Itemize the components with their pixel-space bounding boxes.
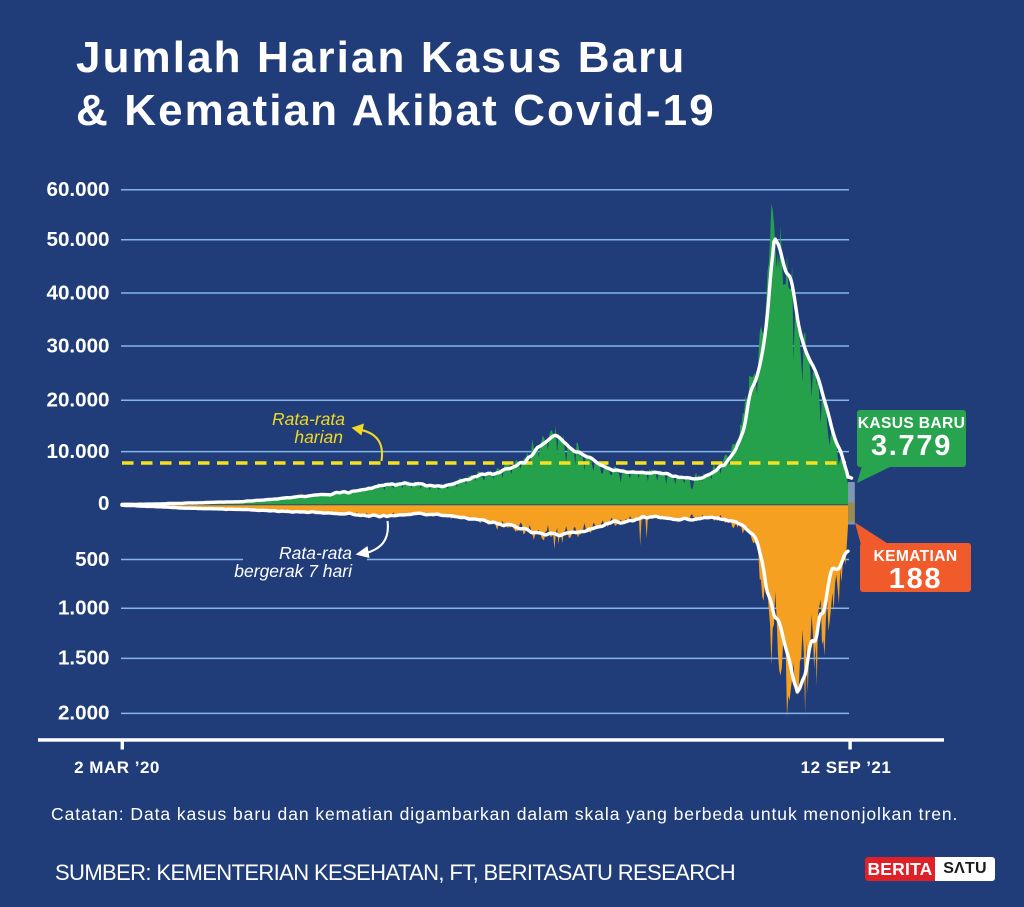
svg-text:500: 500 xyxy=(75,548,109,571)
svg-text:1.000: 1.000 xyxy=(58,597,110,620)
svg-text:2.000: 2.000 xyxy=(58,702,110,725)
svg-text:0: 0 xyxy=(98,492,109,515)
svg-text:Rata-rata: Rata-rata xyxy=(272,409,345,429)
svg-text:bergerak 7 hari: bergerak 7 hari xyxy=(234,561,353,581)
svg-text:Rata-rata: Rata-rata xyxy=(279,543,352,563)
svg-text:2 MAR ’20: 2 MAR ’20 xyxy=(74,758,160,777)
svg-text:harian: harian xyxy=(294,427,343,447)
svg-text:30.000: 30.000 xyxy=(47,334,110,357)
svg-text:12 SEP ’21: 12 SEP ’21 xyxy=(801,758,892,777)
svg-text:60.000: 60.000 xyxy=(47,178,110,201)
svg-text:20.000: 20.000 xyxy=(47,389,110,412)
svg-text:1.500: 1.500 xyxy=(58,647,110,670)
svg-text:10.000: 10.000 xyxy=(47,440,110,463)
svg-text:50.000: 50.000 xyxy=(47,228,110,251)
svg-text:40.000: 40.000 xyxy=(47,281,110,304)
